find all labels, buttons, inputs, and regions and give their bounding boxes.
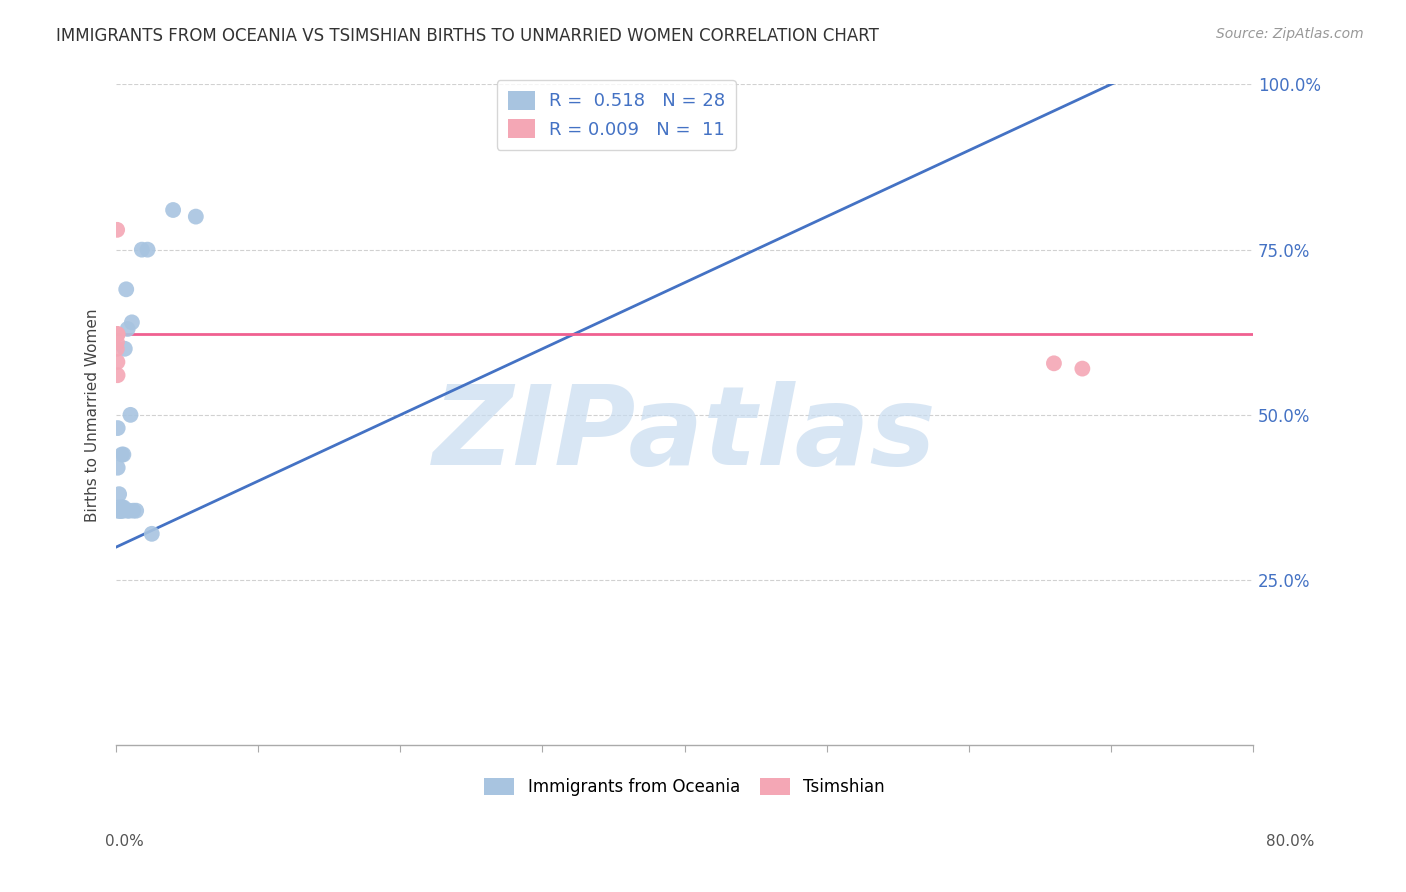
Point xyxy=(112,448,135,462)
Point xyxy=(184,210,207,224)
Point xyxy=(122,504,145,518)
Point xyxy=(117,504,139,518)
Point xyxy=(105,327,128,342)
Y-axis label: Births to Unmarried Women: Births to Unmarried Women xyxy=(86,308,100,522)
Point xyxy=(108,500,131,515)
Point xyxy=(141,526,163,541)
Point xyxy=(110,504,132,518)
Point xyxy=(107,368,129,383)
Point xyxy=(107,355,129,369)
Text: Source: ZipAtlas.com: Source: ZipAtlas.com xyxy=(1216,27,1364,41)
Legend: Immigrants from Oceania, Tsimshian: Immigrants from Oceania, Tsimshian xyxy=(478,772,891,803)
Point xyxy=(111,504,134,518)
Point xyxy=(105,327,128,342)
Point xyxy=(107,421,129,435)
Point xyxy=(111,448,134,462)
Point xyxy=(125,504,148,518)
Text: IMMIGRANTS FROM OCEANIA VS TSIMSHIAN BIRTHS TO UNMARRIED WOMEN CORRELATION CHART: IMMIGRANTS FROM OCEANIA VS TSIMSHIAN BIR… xyxy=(56,27,879,45)
Point xyxy=(111,500,134,515)
Point xyxy=(108,504,131,518)
Point xyxy=(107,460,129,475)
Point xyxy=(105,342,128,356)
Point xyxy=(162,202,184,217)
Point xyxy=(120,408,142,422)
Point xyxy=(117,322,139,336)
Point xyxy=(1043,356,1066,370)
Text: ZIPatlas: ZIPatlas xyxy=(433,381,936,488)
Point xyxy=(105,327,128,342)
Point xyxy=(110,504,132,518)
Point xyxy=(115,282,138,296)
Point xyxy=(136,243,159,257)
Point xyxy=(121,315,143,329)
Point xyxy=(131,243,153,257)
Point xyxy=(112,504,135,518)
Point xyxy=(105,335,128,350)
Point xyxy=(108,487,131,501)
Point xyxy=(107,327,129,342)
Point xyxy=(107,504,129,518)
Point xyxy=(112,500,135,515)
Point xyxy=(118,504,141,518)
Text: 80.0%: 80.0% xyxy=(1267,834,1315,849)
Point xyxy=(105,223,128,237)
Point xyxy=(114,342,136,356)
Text: 0.0%: 0.0% xyxy=(105,834,145,849)
Point xyxy=(1071,361,1094,376)
